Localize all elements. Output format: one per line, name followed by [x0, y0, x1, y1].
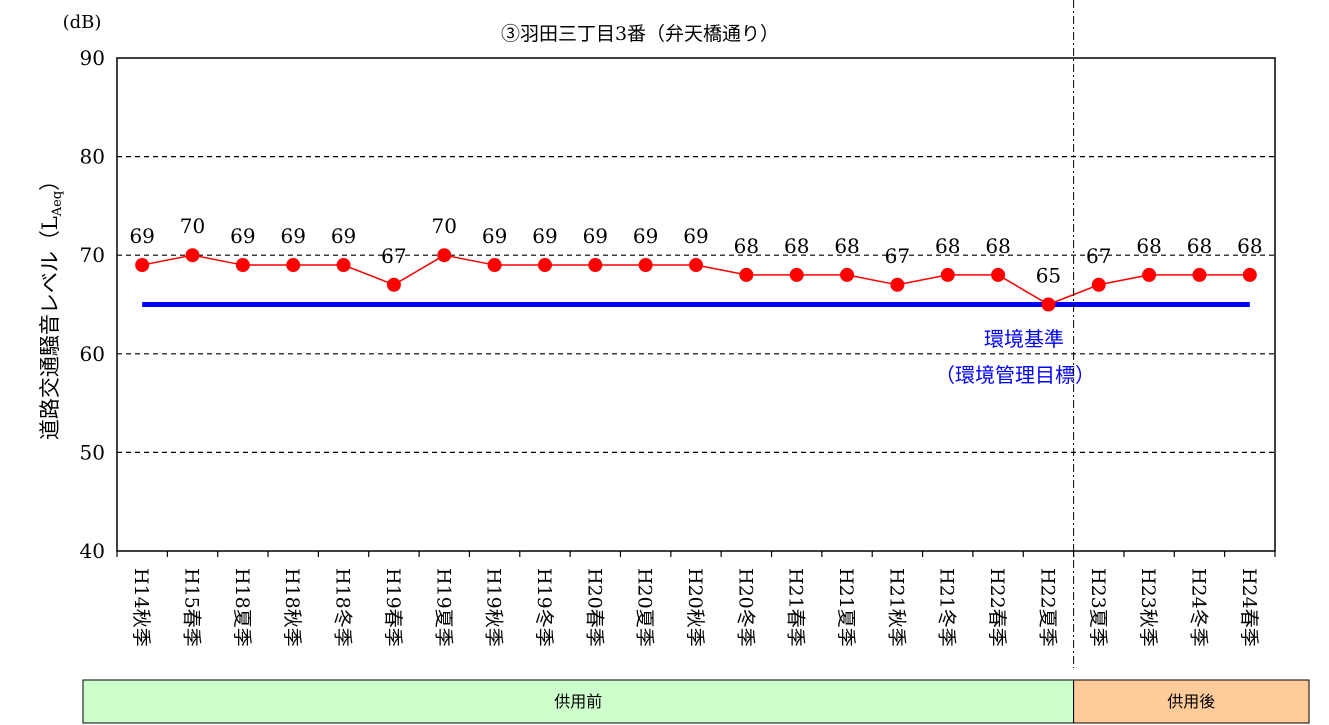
- data-point: [336, 258, 351, 273]
- x-category-label: H20夏季: [634, 568, 656, 647]
- y-axis-label-subscript: Aeq: [50, 191, 65, 217]
- x-category-label: H21春季: [785, 568, 807, 647]
- data-label: 68: [1237, 234, 1262, 258]
- data-point: [940, 267, 955, 282]
- data-label: 68: [834, 234, 859, 258]
- data-point: [991, 267, 1006, 282]
- data-point: [135, 258, 150, 273]
- data-label: 70: [180, 214, 205, 238]
- noise-series: [135, 248, 1257, 312]
- x-category-label: H21冬季: [936, 568, 958, 647]
- x-category-label: H19秋季: [483, 568, 505, 647]
- data-point: [537, 258, 552, 273]
- data-label: 69: [532, 224, 557, 248]
- x-category-label: H23夏季: [1087, 568, 1109, 647]
- y-axis-ticks: 40 50 60 70 80 90: [80, 46, 105, 563]
- data-label: 67: [381, 244, 406, 268]
- data-point: [1242, 267, 1257, 282]
- y-tick-label: 90: [80, 46, 105, 70]
- x-category-label: H22春季: [986, 568, 1008, 647]
- data-label: 69: [280, 224, 305, 248]
- x-category-label: H24春季: [1238, 568, 1260, 647]
- x-category-label: H19冬季: [533, 568, 555, 647]
- grid-lines: [116, 57, 1276, 552]
- svg-text:道路交通騒音レベル（LAeq）: 道路交通騒音レベル（LAeq）: [38, 170, 65, 440]
- x-category-label: H18冬季: [332, 568, 354, 647]
- data-label: 69: [633, 224, 658, 248]
- unit-label: (dB): [63, 12, 102, 33]
- data-label: 68: [935, 234, 960, 258]
- y-tick-label: 60: [80, 342, 105, 366]
- data-label: 69: [583, 224, 608, 248]
- x-category-label: H20秋季: [684, 568, 706, 647]
- y-axis-label-close: ）: [38, 170, 62, 191]
- y-tick-label: 80: [80, 145, 105, 169]
- data-label: 68: [784, 234, 809, 258]
- x-category-label: H14秋季: [130, 568, 152, 647]
- x-category-label: H18秋季: [281, 568, 303, 647]
- x-category-label: H19夏季: [432, 568, 454, 647]
- x-category-label: H20冬季: [734, 568, 756, 647]
- x-category-label: H15春季: [181, 568, 203, 647]
- x-category-label: H21夏季: [835, 568, 857, 647]
- period-bands: 供用前 供用後: [82, 679, 1310, 724]
- data-label: 68: [734, 234, 759, 258]
- y-tick-label: 50: [80, 440, 105, 464]
- data-label: 70: [432, 214, 457, 238]
- y-axis-label: 道路交通騒音レベル（L: [38, 216, 62, 440]
- data-label: 69: [331, 224, 356, 248]
- data-point: [235, 258, 250, 273]
- standard-label: 環境基準: [984, 327, 1064, 351]
- data-labels: 69 70 69 69 69 67 70 69 69 69 69 69 68 68 68 67 68 68 65 67…: [129, 214, 1262, 287]
- data-point: [739, 267, 754, 282]
- data-label: 68: [1187, 234, 1212, 258]
- data-point: [789, 267, 804, 282]
- data-point: [1091, 277, 1106, 292]
- data-label: 65: [1036, 264, 1061, 288]
- data-label: 69: [482, 224, 507, 248]
- x-category-label: H24冬季: [1187, 568, 1209, 647]
- x-category-label: H19春季: [382, 568, 404, 647]
- y-tick-label: 70: [80, 243, 105, 267]
- x-axis: H14秋季 H15春季 H18夏季 H18秋季 H18冬季 H19春季 H19夏季 H19秋季…: [116, 551, 1276, 647]
- data-label: 69: [129, 224, 154, 248]
- data-point: [386, 277, 401, 292]
- period-band: [1073, 679, 1310, 724]
- y-tick-label: 40: [80, 539, 105, 563]
- data-point: [437, 248, 452, 263]
- x-category-label: H22夏季: [1036, 568, 1058, 647]
- data-point: [638, 258, 653, 273]
- x-category-label: H18夏季: [231, 568, 253, 647]
- data-point: [286, 258, 301, 273]
- chart-title: ③羽田三丁目3番（弁天橋通り）: [501, 23, 779, 45]
- y-axis-title: 道路交通騒音レベル（LAeq）: [38, 170, 65, 440]
- data-point: [1192, 267, 1207, 282]
- x-category-label: H21秋季: [885, 568, 907, 647]
- data-label: 68: [985, 234, 1010, 258]
- period-label: 供用前: [554, 692, 602, 711]
- data-point: [840, 267, 855, 282]
- data-point: [890, 277, 905, 292]
- data-point: [185, 248, 200, 263]
- data-label: 69: [230, 224, 255, 248]
- data-label: 67: [1086, 244, 1111, 268]
- data-point: [1142, 267, 1157, 282]
- standard-sublabel: （環境管理目標）: [935, 363, 1095, 387]
- data-label: 67: [885, 244, 910, 268]
- data-point: [487, 258, 502, 273]
- data-point: [689, 258, 703, 273]
- data-point: [588, 258, 603, 273]
- data-point: [1041, 297, 1056, 312]
- environmental-standard: 環境基準 （環境管理目標）: [142, 302, 1250, 387]
- plot-frame: [116, 57, 1276, 552]
- period-label: 供用後: [1167, 692, 1215, 711]
- period-band: [82, 679, 1075, 724]
- data-label: 68: [1136, 234, 1161, 258]
- x-category-label: H23秋季: [1137, 568, 1159, 647]
- x-category-label: H20春季: [583, 568, 605, 647]
- data-label: 69: [683, 224, 708, 248]
